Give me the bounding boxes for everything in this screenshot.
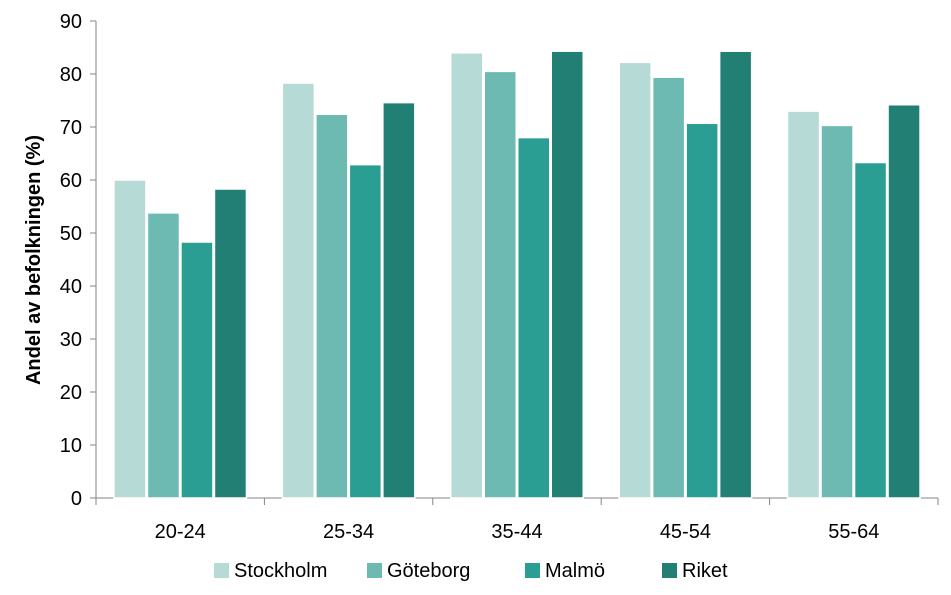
x-tick-label: 55-64 [828, 521, 879, 543]
y-tick-label: 80 [60, 64, 82, 86]
legend-swatch-stockholm [214, 563, 229, 578]
y-tick-label: 70 [60, 117, 82, 139]
bar-stockholm-55-64 [786, 110, 821, 499]
y-tick-label: 0 [71, 488, 82, 510]
legend-swatch-g-teborg [367, 563, 382, 578]
y-tick-label: 10 [60, 435, 82, 457]
x-tick-label: 25-34 [323, 521, 374, 543]
bar-stockholm-20-24 [113, 179, 147, 499]
bar-riket-45-54 [718, 50, 753, 499]
legend-label: Stockholm [234, 560, 327, 582]
bar-riket-20-24 [213, 188, 248, 499]
legend-swatch-riket [662, 563, 677, 578]
bar-g-teborg-20-24 [146, 212, 181, 499]
y-tick-label: 90 [60, 11, 82, 33]
legend: Stockholm Göteborg Malmö Riket [214, 560, 728, 582]
x-tick-label: 35-44 [491, 521, 542, 543]
bar-malm--45-54 [685, 122, 719, 499]
bar-g-teborg-55-64 [820, 124, 854, 499]
bar-riket-35-44 [550, 50, 584, 499]
legend-label: Göteborg [387, 560, 470, 582]
bar-riket-55-64 [887, 103, 921, 499]
y-tick-label: 20 [60, 382, 82, 404]
y-tick-label: 40 [60, 276, 82, 298]
bar-stockholm-25-34 [281, 82, 316, 499]
x-tick-label: 20-24 [155, 521, 206, 543]
bar-stockholm-35-44 [450, 52, 484, 499]
y-tick-label: 60 [60, 170, 82, 192]
bar-g-teborg-25-34 [315, 113, 349, 499]
bar-malm--20-24 [180, 241, 214, 499]
bar-malm--55-64 [853, 161, 888, 499]
legend-swatch-malm- [525, 563, 540, 578]
y-tick-label: 30 [60, 329, 82, 351]
legend-label: Riket [682, 560, 728, 582]
legend-label: Malmö [545, 560, 605, 582]
bar-stockholm-45-54 [618, 61, 652, 499]
bar-g-teborg-45-54 [651, 76, 686, 499]
bar-malm--25-34 [348, 163, 383, 499]
y-axis-label: Andel av befolkningen (%) [23, 135, 45, 385]
x-tick-label: 45-54 [660, 521, 711, 543]
bar-malm--35-44 [517, 136, 551, 499]
bars [113, 50, 921, 499]
y-tick-label: 50 [60, 223, 82, 245]
axes: 0 10 20 30 40 50 60 70 80 90 20-24 25-34 35-44 45-54 5… [60, 11, 939, 543]
bar-g-teborg-35-44 [483, 70, 517, 499]
bar-riket-25-34 [382, 101, 416, 499]
